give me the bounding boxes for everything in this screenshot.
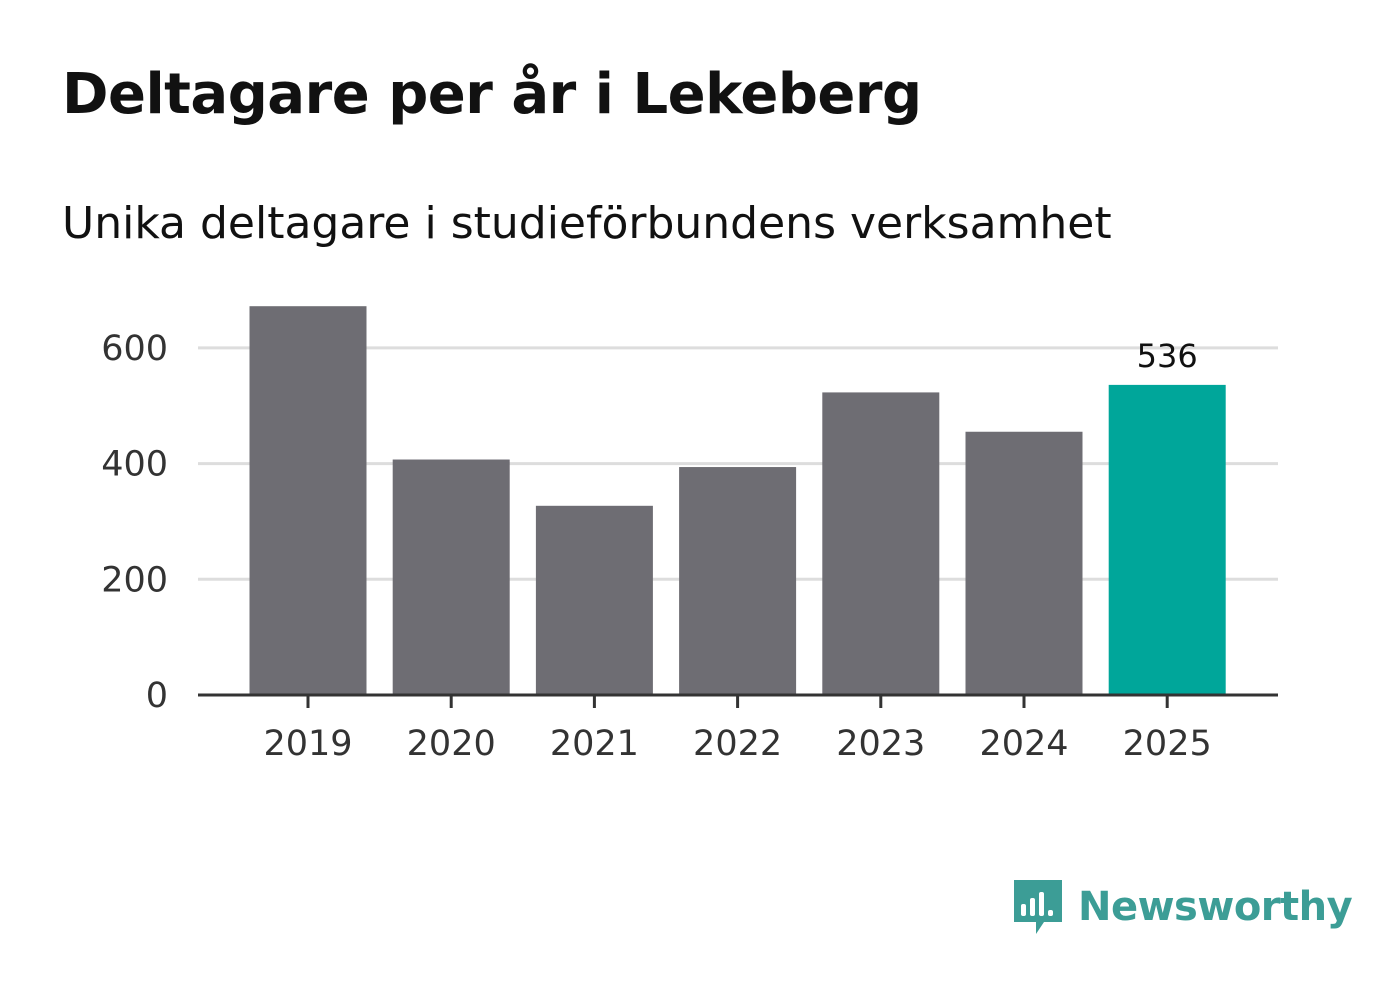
y-tick-label-400: 400 (101, 445, 168, 485)
x-tick-label-2019: 2019 (263, 724, 352, 764)
bar-2024 (965, 431, 1083, 695)
newsworthy-logo: Newsworthy (1010, 876, 1353, 938)
y-tick-label-200: 200 (101, 560, 168, 600)
y-tick-label-0: 0 (146, 676, 168, 716)
chart-title: Deltagare per år i Lekeberg (62, 62, 922, 127)
x-tick-label-2025: 2025 (1123, 724, 1212, 764)
bar-2021 (535, 505, 653, 695)
x-tick-label-2020: 2020 (407, 724, 496, 764)
data-labels: 536 (1137, 337, 1198, 375)
x-axis-ticks: 2019 2020 2021 2022 2023 2024 2025 (263, 695, 1212, 764)
bar-2022 (679, 467, 797, 695)
y-tick-label-600: 600 (101, 329, 168, 369)
bar-2025 (1108, 384, 1226, 695)
newsworthy-chart-bubble-icon (1014, 880, 1062, 934)
chart-subtitle: Unika deltagare i studieförbundens verks… (62, 198, 1112, 249)
bar-2019 (249, 306, 367, 695)
bars (249, 306, 1226, 695)
y-axis-ticks: 0 200 400 600 (101, 329, 168, 716)
x-tick-label-2023: 2023 (836, 724, 925, 764)
bar-2020 (392, 459, 510, 695)
bar-2023 (822, 392, 940, 695)
x-tick-label-2021: 2021 (550, 724, 639, 764)
logo-text: Newsworthy (1078, 884, 1353, 930)
x-tick-label-2022: 2022 (693, 724, 782, 764)
data-label-2025: 536 (1137, 337, 1198, 375)
x-tick-label-2024: 2024 (979, 724, 1068, 764)
